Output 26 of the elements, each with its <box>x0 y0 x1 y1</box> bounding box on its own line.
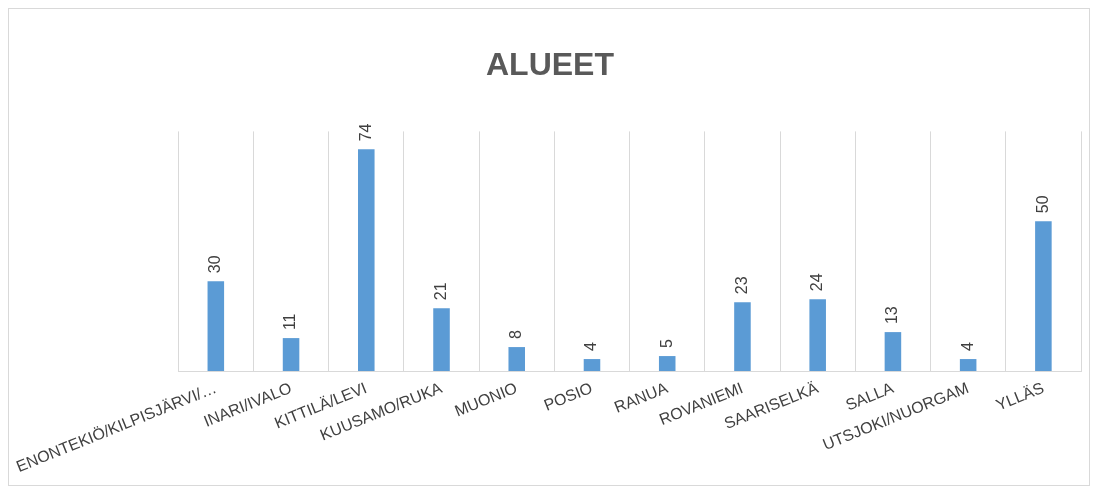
data-label: 74 <box>356 123 374 142</box>
data-label: 4 <box>958 342 976 352</box>
bar <box>658 356 676 372</box>
bar <box>583 359 601 372</box>
bar <box>282 338 300 372</box>
bar <box>358 149 375 372</box>
x-tick-label: YLLÄS <box>993 379 1047 414</box>
bar <box>809 299 826 372</box>
data-label: 24 <box>808 273 826 292</box>
data-label: 30 <box>206 255 224 274</box>
chart-title: ALUEET <box>486 46 615 83</box>
data-label: 21 <box>431 282 449 301</box>
bar <box>207 281 225 372</box>
bar <box>1035 221 1052 372</box>
data-label: 4 <box>582 342 600 352</box>
data-label: 5 <box>657 339 675 349</box>
data-label: 8 <box>507 330 525 340</box>
data-label: 23 <box>732 276 750 295</box>
bar <box>884 332 902 372</box>
bar <box>433 308 450 372</box>
data-label: 11 <box>281 313 299 331</box>
data-label: 50 <box>1033 195 1051 214</box>
bar <box>508 347 526 372</box>
data-label: 13 <box>883 306 901 325</box>
bar <box>959 359 977 372</box>
bar <box>734 302 751 372</box>
